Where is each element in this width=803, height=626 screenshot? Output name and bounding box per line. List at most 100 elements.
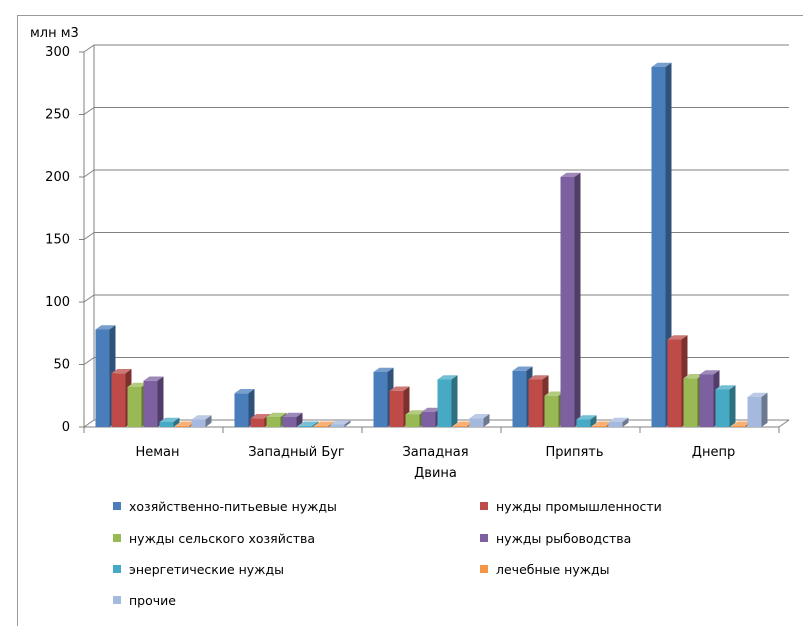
bar-top: [314, 421, 335, 426]
bar-side: [451, 375, 458, 427]
bar-top: [143, 376, 164, 381]
bar-side: [173, 417, 180, 427]
bar-front: [469, 418, 484, 427]
bar-front: [528, 379, 543, 427]
bar-front: [453, 425, 468, 427]
bar-front: [544, 395, 559, 427]
bar-top: [95, 325, 116, 330]
bar-top: [512, 366, 533, 371]
bar-front: [699, 374, 714, 427]
bar-top: [560, 172, 581, 177]
bar-front: [282, 417, 297, 427]
bar: [560, 172, 581, 427]
bar-front: [437, 379, 452, 427]
bar-front: [143, 380, 158, 427]
bar-front: [298, 425, 313, 427]
bar-side: [665, 62, 672, 428]
bar-top: [528, 375, 549, 380]
bar-top: [250, 414, 271, 419]
bar-front: [651, 67, 666, 427]
bar: [282, 412, 303, 427]
bar-top: [715, 385, 736, 390]
bar-side: [344, 420, 351, 427]
bar-side: [761, 392, 768, 427]
bar-front: [576, 419, 591, 427]
bar-side: [157, 376, 164, 427]
bar-top: [683, 374, 704, 379]
y-tick-label: 300: [45, 45, 70, 60]
bar-front: [731, 425, 746, 427]
bar: [330, 420, 351, 427]
bar-front: [421, 412, 436, 427]
bar-front: [715, 389, 730, 427]
bar-top: [389, 386, 410, 391]
bar-top: [608, 417, 629, 422]
x-tick-label: Днепр: [692, 445, 735, 460]
bar: [747, 392, 768, 427]
bar: [143, 376, 164, 427]
bar: [469, 414, 490, 427]
bar: [191, 415, 212, 427]
gridline-diagonal: [83, 294, 95, 303]
bar-front: [389, 390, 404, 427]
bar: [298, 421, 319, 427]
bar-side: [296, 412, 303, 427]
bar-front: [330, 424, 345, 427]
bar-front: [512, 370, 527, 427]
bar-front: [592, 425, 607, 427]
gridline-diagonal: [83, 419, 95, 428]
bar-top: [469, 414, 490, 419]
gridline-diagonal: [83, 169, 95, 178]
bar-top: [234, 389, 255, 394]
bar-front: [373, 372, 388, 427]
bar-front: [159, 422, 174, 427]
bar-side: [590, 415, 597, 427]
x-tick-label: Неман: [135, 445, 179, 460]
bar-top: [592, 421, 613, 426]
bar-top: [298, 421, 319, 426]
gridline-diagonal: [83, 357, 95, 365]
floor-right-edge: [778, 419, 790, 428]
bar-side: [312, 421, 319, 427]
x-tick-label: Двина: [414, 466, 457, 481]
bar-front: [127, 387, 142, 427]
y-tick-label: 150: [45, 233, 70, 248]
y-tick-label: 100: [45, 295, 70, 310]
bar-top: [159, 417, 180, 422]
bar-front: [175, 425, 190, 427]
bar: [608, 417, 629, 427]
gridline-diagonal: [83, 107, 95, 115]
bar-side: [729, 385, 736, 427]
bar-top: [266, 412, 287, 417]
bar-top: [651, 62, 672, 67]
bar-front: [250, 418, 265, 427]
bar-top: [330, 420, 351, 425]
bar-side: [483, 414, 490, 427]
bar-top: [127, 382, 148, 387]
x-tick-label: Западная: [402, 445, 468, 460]
bar-front: [405, 414, 420, 427]
bars-layer: [95, 62, 768, 428]
bar-front: [560, 177, 575, 427]
bar: [159, 417, 180, 427]
gridline-diagonal: [83, 232, 95, 240]
bar-top: [421, 407, 442, 412]
bar-front: [608, 422, 623, 427]
bar-front: [266, 417, 281, 427]
bar-front: [747, 397, 762, 427]
bar-top: [576, 415, 597, 420]
bar-top: [405, 410, 426, 415]
x-tick-label: Западный Буг: [248, 445, 345, 460]
bar-top: [747, 392, 768, 397]
bar-top: [191, 415, 212, 420]
bar-top: [111, 369, 132, 374]
y-tick-label: 200: [45, 170, 70, 185]
bar-top: [731, 421, 752, 426]
bar-top: [282, 412, 303, 417]
bar-front: [111, 373, 126, 427]
y-tick-label: 50: [53, 358, 70, 373]
bar: [651, 62, 672, 428]
bar-front: [234, 393, 249, 427]
